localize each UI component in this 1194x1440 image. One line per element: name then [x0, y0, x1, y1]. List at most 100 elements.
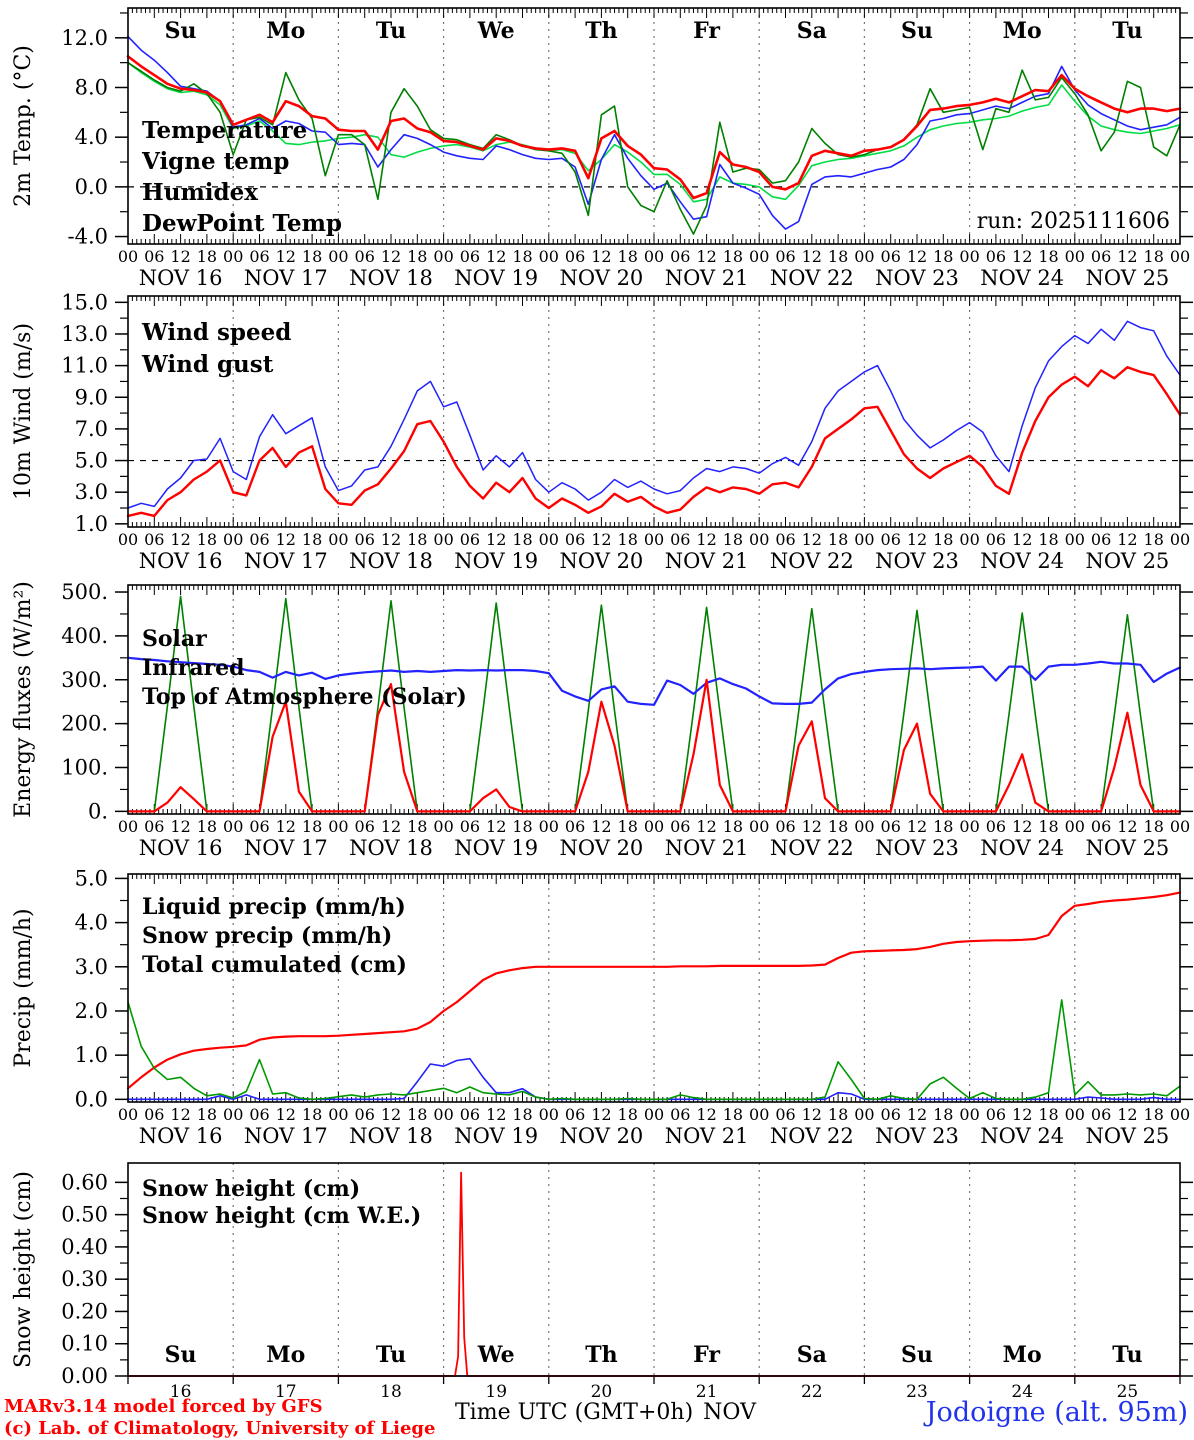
hour-tick-label: 12 — [802, 247, 822, 266]
hour-tick-label: 06 — [565, 1105, 585, 1124]
hour-tick-label: 18 — [828, 817, 848, 836]
hour-tick-label: 00 — [1065, 817, 1085, 836]
hour-tick-label: 12 — [170, 247, 190, 266]
y-tick-label: 7.0 — [75, 417, 108, 441]
hour-tick-label: 12 — [802, 1105, 822, 1124]
weekday-label-mo-1: Mo — [266, 18, 305, 44]
y-tick-label: 0.20 — [61, 1299, 108, 1323]
y-tick-label: 200. — [61, 712, 108, 736]
y-tick-label: 8.0 — [75, 75, 108, 99]
series-dewpoint-temp-line — [127, 61, 1181, 203]
hour-tick-label: 18 — [302, 247, 322, 266]
hour-tick-label: 12 — [276, 247, 296, 266]
date-label-nov-25: NOV 25 — [1086, 1124, 1170, 1148]
y-tick-label: 11.0 — [61, 354, 108, 378]
hour-tick-label: 00 — [1065, 1105, 1085, 1124]
weekday-label-tu-9: Tu — [1112, 1342, 1142, 1368]
hour-tick-label: 06 — [565, 817, 585, 836]
hour-tick-label: 00 — [223, 1105, 243, 1124]
weekday-label-tu-2: Tu — [376, 18, 406, 44]
panel-energy: 0. 100. 200. 300. 400. 500. Solar Infrared Top o… — [11, 580, 1193, 860]
panel-temp: -4.0 0.0 4.0 8.0 12.0 Temperature Vigne temp Hu… — [11, 7, 1193, 290]
hour-tick-label: 00 — [1170, 530, 1190, 549]
hour-tick-label: 18 — [407, 817, 427, 836]
hour-tick-label: 18 — [1144, 817, 1164, 836]
y-tick-label: 3.0 — [75, 480, 108, 504]
hour-tick-label: 06 — [460, 817, 480, 836]
legend-solar: Solar — [142, 626, 207, 652]
hour-tick-label: 18 — [1144, 530, 1164, 549]
hour-tick-label: 06 — [670, 1105, 690, 1124]
y-axis-title-energy: Energy fluxes (W/m²) — [11, 581, 36, 818]
hour-tick-label: 06 — [460, 1105, 480, 1124]
hour-tick-label: 18 — [828, 247, 848, 266]
hour-tick-label: 18 — [197, 1105, 217, 1124]
date-label-nov-22: NOV 22 — [770, 266, 854, 290]
weekday-label-sa-6: Sa — [797, 1342, 827, 1368]
hour-tick-label: 12 — [591, 817, 611, 836]
weekday-label-we-3: We — [477, 1342, 515, 1368]
date-label-nov-19: NOV 19 — [454, 836, 538, 860]
date-label-nov-18: NOV 18 — [349, 549, 433, 573]
hour-tick-label: 06 — [565, 530, 585, 549]
hour-tick-label: 18 — [197, 817, 217, 836]
hour-tick-label: 12 — [1117, 247, 1137, 266]
hour-tick-label: 00 — [328, 530, 348, 549]
date-label-nov-24: NOV 24 — [980, 549, 1064, 573]
date-label-nov-18: NOV 18 — [349, 266, 433, 290]
hour-tick-label: 00 — [118, 817, 138, 836]
day-number-label: 17 — [275, 1382, 297, 1402]
hour-tick-label: 12 — [276, 1105, 296, 1124]
date-label-nov-25: NOV 25 — [1086, 836, 1170, 860]
date-label-nov-16: NOV 16 — [139, 549, 223, 573]
hour-tick-label: 00 — [644, 817, 664, 836]
date-label-nov-20: NOV 20 — [560, 549, 644, 573]
hour-tick-label: 18 — [302, 1105, 322, 1124]
hour-tick-label: 00 — [1065, 247, 1085, 266]
hour-tick-label: 12 — [381, 530, 401, 549]
date-label-nov-21: NOV 21 — [665, 266, 749, 290]
hour-tick-label: 06 — [881, 1105, 901, 1124]
y-tick-label: 2.0 — [75, 999, 108, 1023]
weekday-label-mo-1: Mo — [266, 1342, 305, 1368]
station-label: Jodoigne (alt. 95m) — [925, 1397, 1188, 1428]
hour-tick-label: 06 — [565, 247, 585, 266]
hour-tick-label: 18 — [618, 1105, 638, 1124]
hour-tick-label: 06 — [775, 817, 795, 836]
series-wind-speed-line — [126, 366, 1182, 518]
y-tick-label: 0.00 — [61, 1364, 108, 1388]
weekday-label-mo-8: Mo — [1003, 1342, 1042, 1368]
hour-tick-label: 06 — [670, 817, 690, 836]
hour-tick-label: 18 — [302, 817, 322, 836]
weekday-label-su-7: Su — [901, 18, 933, 44]
legend-infrared: Infrared — [142, 655, 245, 681]
weekday-label-th-4: Th — [585, 18, 617, 44]
hour-tick-label: 00 — [854, 1105, 874, 1124]
x-axis-title: Time UTC (GMT+0h) NOV — [455, 1400, 756, 1425]
hour-tick-label: 00 — [539, 1105, 559, 1124]
hour-tick-label: 18 — [933, 1105, 953, 1124]
date-label-nov-25: NOV 25 — [1086, 549, 1170, 573]
hour-tick-label: 12 — [1117, 1105, 1137, 1124]
legend-snow-precip-mm-h: Snow precip (mm/h) — [142, 923, 392, 949]
hour-tick-label: 12 — [486, 1105, 506, 1124]
hour-tick-label: 12 — [696, 530, 716, 549]
hour-tick-label: 18 — [302, 530, 322, 549]
weekday-label-fr-5: Fr — [693, 18, 720, 44]
hour-tick-label: 00 — [1170, 817, 1190, 836]
series-wind-gust-line — [127, 320, 1181, 509]
hour-tick-label: 00 — [118, 530, 138, 549]
hour-tick-label: 12 — [486, 817, 506, 836]
hour-tick-label: 00 — [959, 817, 979, 836]
legend-total-cumulated-cm: Total cumulated (cm) — [142, 952, 407, 978]
hour-tick-label: 00 — [433, 1105, 453, 1124]
y-tick-label: 1.0 — [75, 512, 108, 536]
hour-tick-label: 12 — [170, 817, 190, 836]
hour-tick-label: 18 — [723, 247, 743, 266]
date-label-nov-20: NOV 20 — [560, 1124, 644, 1148]
date-label-nov-24: NOV 24 — [980, 1124, 1064, 1148]
hour-tick-label: 00 — [1170, 247, 1190, 266]
day-number-label: 18 — [380, 1382, 402, 1402]
